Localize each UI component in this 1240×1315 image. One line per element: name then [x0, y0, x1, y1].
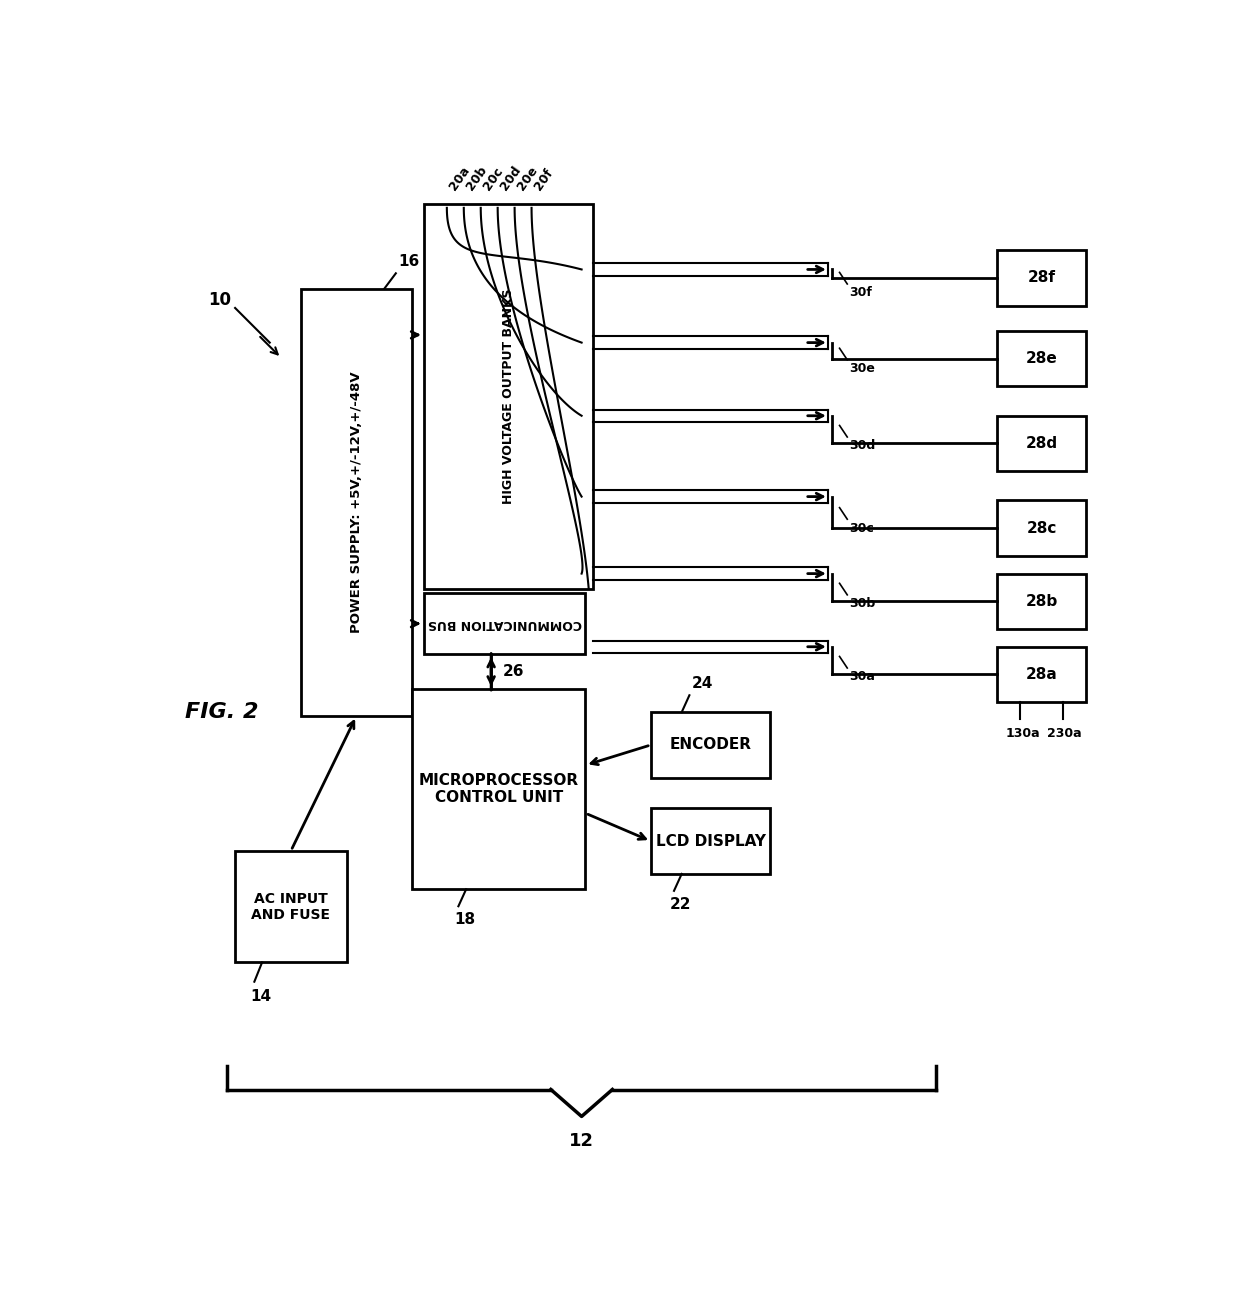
Bar — [997, 647, 1086, 702]
Text: COMMUNICATION BUS: COMMUNICATION BUS — [428, 617, 582, 630]
Text: 20e: 20e — [515, 163, 541, 192]
Text: HIGH VOLTAGE OUTPUT BANKS: HIGH VOLTAGE OUTPUT BANKS — [502, 289, 515, 505]
Text: 30c: 30c — [849, 522, 874, 534]
Bar — [997, 573, 1086, 629]
Text: FIG. 2: FIG. 2 — [185, 702, 259, 722]
Text: 30f: 30f — [849, 287, 873, 300]
Text: 24: 24 — [692, 676, 713, 690]
Bar — [997, 501, 1086, 556]
Text: 10: 10 — [208, 291, 231, 309]
Text: 22: 22 — [670, 897, 692, 913]
Text: 28b: 28b — [1025, 594, 1058, 609]
Text: 130a: 130a — [1006, 727, 1039, 740]
Text: 28d: 28d — [1025, 437, 1058, 451]
Text: POWER SUPPLY: +5V,+/-12V,+/-48V: POWER SUPPLY: +5V,+/-12V,+/-48V — [350, 372, 363, 634]
Bar — [997, 416, 1086, 471]
Text: 30e: 30e — [849, 362, 875, 375]
Text: 18: 18 — [455, 913, 476, 927]
Text: ENCODER: ENCODER — [670, 738, 751, 752]
Bar — [997, 331, 1086, 387]
Text: 20a: 20a — [446, 163, 472, 192]
Bar — [412, 689, 585, 889]
Bar — [300, 289, 412, 717]
Bar — [651, 713, 770, 777]
Text: 30b: 30b — [849, 597, 875, 610]
Bar — [997, 250, 1086, 305]
Text: 28e: 28e — [1025, 351, 1058, 367]
Text: 14: 14 — [250, 989, 272, 1005]
Text: MICROPROCESSOR
CONTROL UNIT: MICROPROCESSOR CONTROL UNIT — [419, 773, 579, 805]
Text: 230a: 230a — [1048, 727, 1083, 740]
Text: LCD DISPLAY: LCD DISPLAY — [656, 834, 765, 848]
Text: 20f: 20f — [532, 166, 556, 192]
Text: 20c: 20c — [481, 164, 506, 192]
Bar — [424, 204, 593, 589]
Text: 28a: 28a — [1025, 667, 1058, 682]
Bar — [651, 809, 770, 874]
Text: 16: 16 — [398, 254, 419, 270]
Text: 30d: 30d — [849, 439, 875, 452]
Text: 26: 26 — [502, 664, 525, 680]
Bar — [236, 851, 347, 963]
Text: 28f: 28f — [1028, 271, 1055, 285]
Text: 20d: 20d — [497, 163, 523, 192]
Text: 20b: 20b — [464, 163, 490, 192]
Text: 12: 12 — [569, 1132, 594, 1149]
Text: 28c: 28c — [1027, 521, 1056, 535]
Text: 30a: 30a — [849, 671, 875, 684]
Text: AC INPUT
AND FUSE: AC INPUT AND FUSE — [252, 892, 330, 922]
Bar — [424, 593, 585, 655]
